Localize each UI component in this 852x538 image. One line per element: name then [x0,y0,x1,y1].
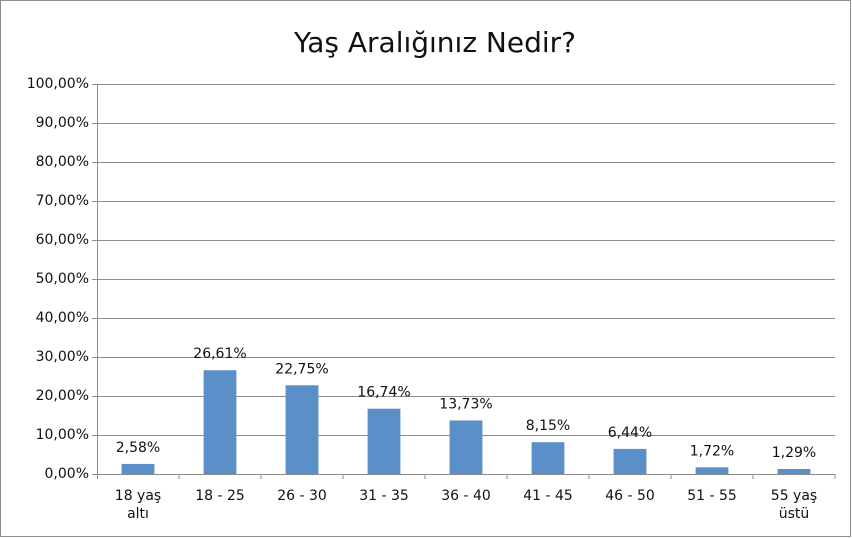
y-tick-label: 60,00% [36,232,89,248]
data-label: 22,75% [275,361,328,377]
data-label: 2,58% [116,440,160,456]
data-label: 13,73% [439,396,492,412]
x-tick-label: üstü [779,506,810,522]
y-tick-label: 10,00% [36,427,89,443]
y-tick-label: 90,00% [36,115,89,131]
bar [121,463,155,474]
y-tick-label: 50,00% [36,271,89,287]
y-tick-label: 80,00% [36,154,89,170]
y-tick-label: 30,00% [36,349,89,365]
x-tick-label: 31 - 35 [359,488,409,504]
data-label: 1,72% [690,443,734,459]
y-tick-label: 20,00% [36,388,89,404]
x-tick-label: 41 - 45 [523,488,573,504]
x-tick-label: 55 yaş [771,488,817,504]
bar [203,370,237,474]
y-tick-label: 70,00% [36,193,89,209]
data-label: 1,29% [772,445,816,461]
bar [613,448,647,474]
bar [777,468,811,474]
data-label: 6,44% [608,425,652,441]
x-tick-label: 51 - 55 [687,488,737,504]
y-tick-label: 100,00% [27,76,89,92]
bar [449,420,483,474]
bar [367,408,401,474]
bar [531,442,565,474]
bar [695,467,729,474]
x-tick-label: 18 - 25 [195,488,245,504]
chart-title: Yaş Aralığınız Nedir? [293,26,576,59]
x-tick-label: 26 - 30 [277,488,327,504]
data-label: 8,15% [526,418,570,434]
x-tick-label: 18 yaş [115,488,161,504]
y-tick-label: 0,00% [45,466,89,482]
x-tick-label: 36 - 40 [441,488,491,504]
data-label: 16,74% [357,385,410,401]
x-tick-label: 46 - 50 [605,488,655,504]
y-tick-label: 40,00% [36,310,89,326]
x-tick-label: altı [127,506,149,522]
bar [285,385,319,474]
data-label: 26,61% [193,346,246,362]
